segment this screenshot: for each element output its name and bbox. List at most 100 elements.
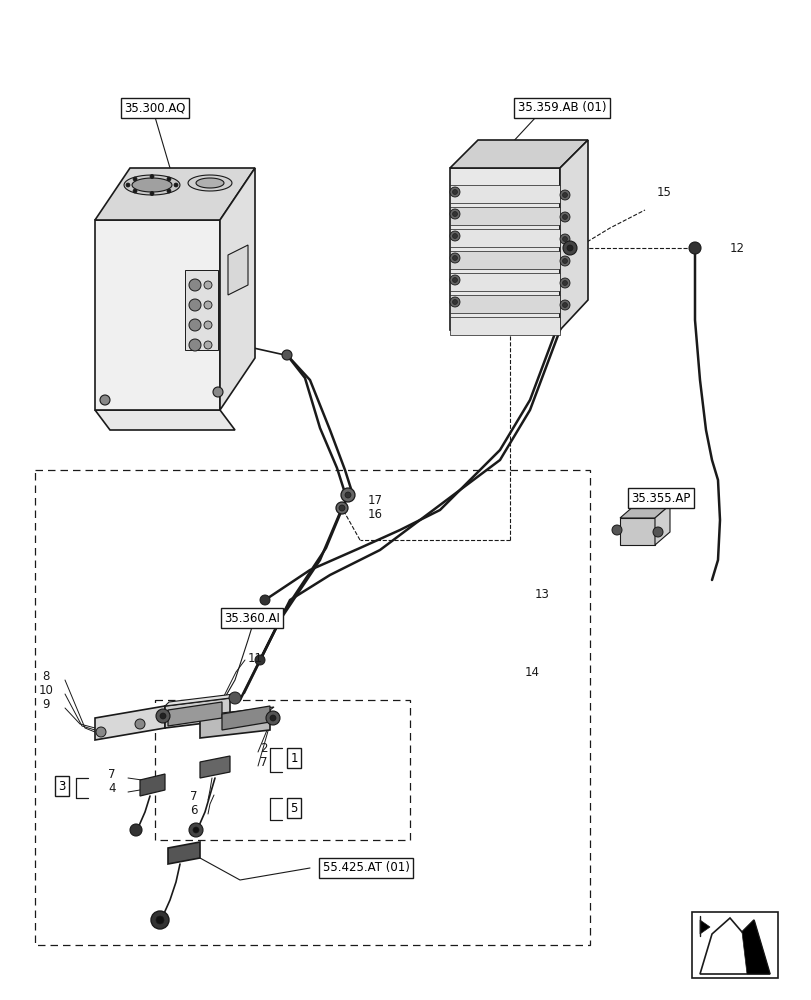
Circle shape (204, 301, 212, 309)
Circle shape (189, 319, 201, 331)
Text: 10: 10 (39, 684, 54, 696)
Text: 7: 7 (108, 768, 115, 780)
Bar (691, 912, 777, 978)
Circle shape (281, 350, 292, 360)
Text: 9: 9 (42, 698, 49, 710)
Circle shape (338, 505, 345, 511)
Circle shape (260, 595, 270, 605)
Text: 14: 14 (525, 666, 539, 678)
Circle shape (270, 715, 276, 721)
Polygon shape (95, 410, 234, 430)
Circle shape (266, 711, 280, 725)
Text: 1: 1 (290, 752, 298, 764)
Text: 7: 7 (190, 790, 197, 802)
Circle shape (452, 277, 457, 282)
Text: 16: 16 (367, 508, 383, 522)
Circle shape (151, 911, 169, 929)
Polygon shape (449, 229, 560, 247)
Circle shape (452, 300, 457, 304)
Polygon shape (741, 920, 769, 974)
Polygon shape (220, 168, 255, 410)
Polygon shape (95, 168, 255, 220)
Polygon shape (228, 245, 247, 295)
Circle shape (560, 234, 569, 244)
Circle shape (652, 527, 663, 537)
Circle shape (562, 241, 577, 255)
Polygon shape (188, 175, 232, 191)
Polygon shape (139, 774, 165, 796)
Text: 3: 3 (58, 780, 66, 792)
Circle shape (174, 183, 178, 187)
Circle shape (449, 209, 460, 219)
Text: 35.359.AB (01): 35.359.AB (01) (517, 102, 606, 114)
Circle shape (562, 215, 567, 220)
Text: 12: 12 (729, 241, 744, 254)
Text: 55.425.AT (01): 55.425.AT (01) (322, 861, 409, 874)
Circle shape (96, 727, 106, 737)
Circle shape (189, 339, 201, 351)
Polygon shape (195, 178, 224, 188)
Text: 35.360.AI: 35.360.AI (224, 611, 280, 624)
Circle shape (449, 231, 460, 241)
Circle shape (336, 502, 348, 514)
Bar (155, 700, 410, 840)
Circle shape (562, 302, 567, 308)
Circle shape (560, 278, 569, 288)
Polygon shape (200, 707, 273, 718)
Polygon shape (449, 251, 560, 269)
Bar (35, 470, 590, 945)
Polygon shape (124, 175, 180, 195)
Circle shape (562, 192, 567, 198)
Polygon shape (165, 694, 234, 706)
Circle shape (189, 279, 201, 291)
Circle shape (204, 281, 212, 289)
Circle shape (560, 212, 569, 222)
Circle shape (452, 212, 457, 217)
Text: 8: 8 (42, 670, 49, 682)
Circle shape (452, 233, 457, 238)
Text: 5: 5 (290, 802, 298, 814)
Circle shape (452, 190, 457, 194)
Circle shape (156, 709, 169, 723)
Circle shape (133, 177, 137, 181)
Text: 4: 4 (108, 782, 115, 794)
Circle shape (189, 299, 201, 311)
Polygon shape (449, 168, 560, 330)
Text: 7: 7 (260, 756, 267, 768)
Text: 11: 11 (247, 652, 263, 664)
Circle shape (449, 297, 460, 307)
Circle shape (449, 253, 460, 263)
Text: 35.300.AQ: 35.300.AQ (124, 102, 186, 114)
Polygon shape (620, 505, 669, 518)
Polygon shape (221, 706, 270, 730)
Circle shape (452, 255, 457, 260)
Circle shape (566, 245, 573, 251)
Polygon shape (165, 698, 230, 728)
Text: 15: 15 (656, 186, 671, 198)
Circle shape (229, 692, 241, 704)
Polygon shape (449, 140, 587, 168)
Polygon shape (654, 505, 669, 545)
Circle shape (156, 916, 164, 924)
Polygon shape (95, 220, 220, 410)
Polygon shape (95, 706, 165, 740)
Circle shape (204, 341, 212, 349)
Polygon shape (200, 710, 270, 738)
Circle shape (126, 183, 130, 187)
Circle shape (150, 174, 154, 178)
Text: 2: 2 (260, 742, 267, 754)
Circle shape (150, 192, 154, 196)
Polygon shape (200, 756, 230, 778)
Text: 17: 17 (367, 493, 383, 506)
Circle shape (611, 525, 621, 535)
Polygon shape (168, 702, 221, 726)
Polygon shape (185, 270, 217, 350)
Circle shape (562, 258, 567, 263)
Circle shape (167, 177, 171, 181)
Circle shape (189, 823, 203, 837)
Circle shape (560, 300, 569, 310)
Polygon shape (449, 273, 560, 291)
Polygon shape (620, 518, 654, 545)
Polygon shape (699, 920, 709, 934)
Circle shape (562, 280, 567, 286)
